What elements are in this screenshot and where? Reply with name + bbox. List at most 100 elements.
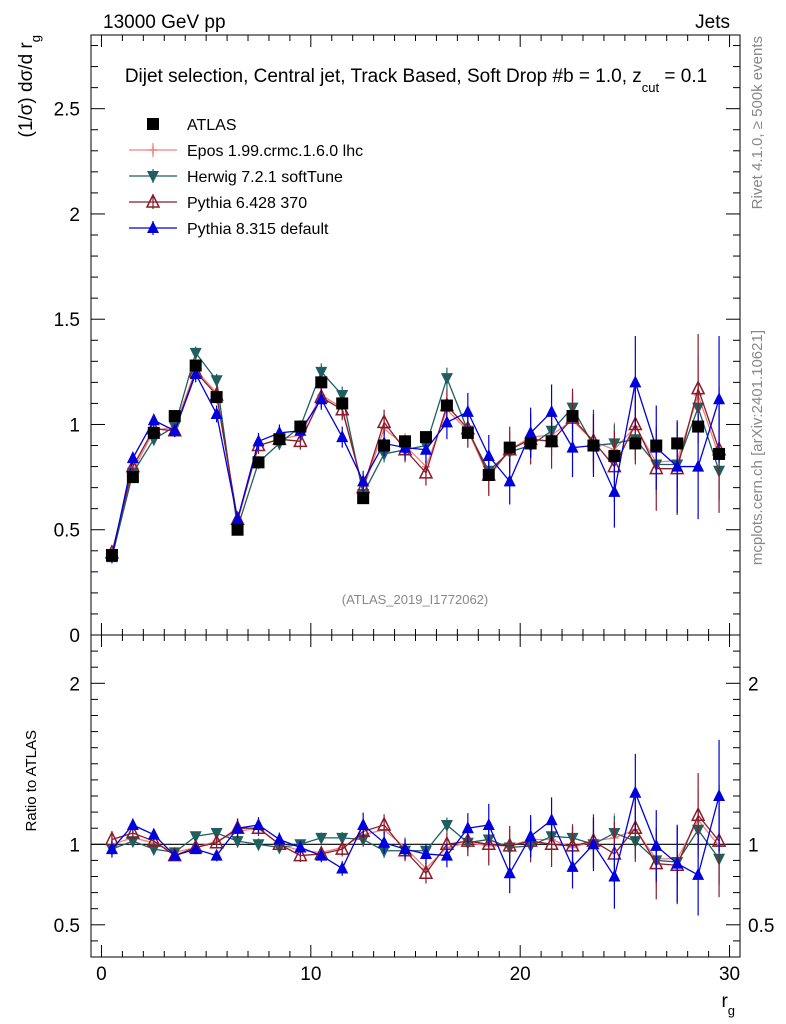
ratio-point [252,817,265,830]
ratio-data [104,739,727,916]
ratio-point [419,846,432,859]
ratio-point [628,819,643,834]
data-point [545,404,558,417]
y-tick-label-main: 2.5 [54,100,80,121]
ratio-point [544,835,559,851]
ratio-point [189,842,202,855]
legend-marker [147,118,159,130]
legend-marker [145,193,161,208]
data-point [440,415,453,428]
data-point [378,439,391,452]
data-point [713,392,726,405]
ratio-point [482,817,495,830]
ratio-line [111,824,720,863]
ratio-point [231,821,244,834]
data-point [440,373,453,386]
ratio-point [461,821,474,834]
data-point [440,399,453,412]
data-point [231,523,244,536]
y-tick-label-main: 2 [69,205,80,226]
legend: ATLAS Epos 1.99.crmc.1.6.0 lhc Herwig 7.2.… [129,117,363,238]
ratio-point [378,835,391,848]
legend-label: Pythia 6.428 370 [187,195,307,212]
x-axis-label: rg [721,991,735,1018]
legend-item-pythia6: Pythia 6.428 370 [129,193,307,212]
data-point [168,423,181,436]
legend-label: Pythia 8.315 default [187,221,329,238]
ratio-point [566,859,579,872]
data-point [503,441,516,454]
data-point [357,474,370,487]
plot-title-tail: = 0.1 [659,66,707,87]
header-right: Jets [695,12,730,33]
data-point [671,459,684,472]
data-point [461,426,474,439]
data-point [231,512,244,525]
ratio-point [418,864,434,880]
y-axis-label-main-sub: g [28,35,43,42]
plot-title-sub: cut [642,80,660,95]
ratio-point [294,840,307,853]
ratio-point [335,840,350,855]
data-point [587,439,600,452]
data-point [482,469,495,481]
ratio-point [231,836,244,849]
x-axis-label-sub: g [728,1003,735,1018]
data-point [147,413,160,426]
data-point [336,390,349,402]
data-point [418,464,434,479]
data-point [690,380,706,395]
legend-item-pythia8: Pythia 8.315 default [129,221,329,238]
series-line [111,351,720,558]
data-point [545,435,558,448]
data-point [608,484,621,497]
ratio-point [460,832,476,847]
legend-item-herwig: Herwig 7.2.1 softTune [129,169,343,186]
data-point [293,432,308,448]
series-epos [107,357,724,560]
data-point [524,437,537,450]
data-point [105,549,118,561]
axes: 0 10 20 30 0 0.5 1 1.5 2 2.5 0.5 0.5 1 1 2 2 [54,35,774,985]
data-point [210,391,223,404]
data-point [189,366,202,379]
ratio-series-pythia8 [105,739,726,916]
ratio-point [503,866,516,879]
ratio-point [336,832,349,845]
ratio-point [629,785,642,798]
data-point [273,433,286,446]
ratio-point [147,827,160,840]
data-point [315,376,328,389]
y-tick-label-main: 0 [69,626,80,647]
data-point [189,359,202,372]
ratio-point [293,846,308,862]
ratio-point [587,837,600,850]
data-point [336,397,349,410]
y-tick-label-ratio: 0.5 [54,916,80,937]
y-tick-label-main: 1.5 [54,310,80,331]
data-point [294,420,307,433]
y-tick-label-main: 1 [69,415,80,436]
ratio-point [692,867,705,880]
rivet-label: Rivet 4.1.0, ≥ 500k events [749,36,766,209]
ratio-point [650,838,663,851]
ratio-point [168,848,181,861]
series-line [111,370,720,554]
data-point [524,425,537,438]
ratio-point [209,834,224,849]
data-point [252,456,265,469]
y-tick-label-ratio: 2 [69,674,80,695]
ratio-point [126,817,139,830]
ratio-point [481,835,496,851]
ratio-plot-frame [90,634,741,958]
data-point [126,471,139,484]
y-tick-label-ratio-right: 0.5 [748,916,774,937]
data-point [628,415,643,431]
ratio-point [210,848,223,861]
y-axis-label-ratio: Ratio to ATLAS [23,730,40,831]
ratio-point [105,842,118,855]
legend-marker [149,146,157,154]
legend-item-epos: Epos 1.99.crmc.1.6.0 lhc [129,143,363,160]
ratio-point [189,831,202,844]
